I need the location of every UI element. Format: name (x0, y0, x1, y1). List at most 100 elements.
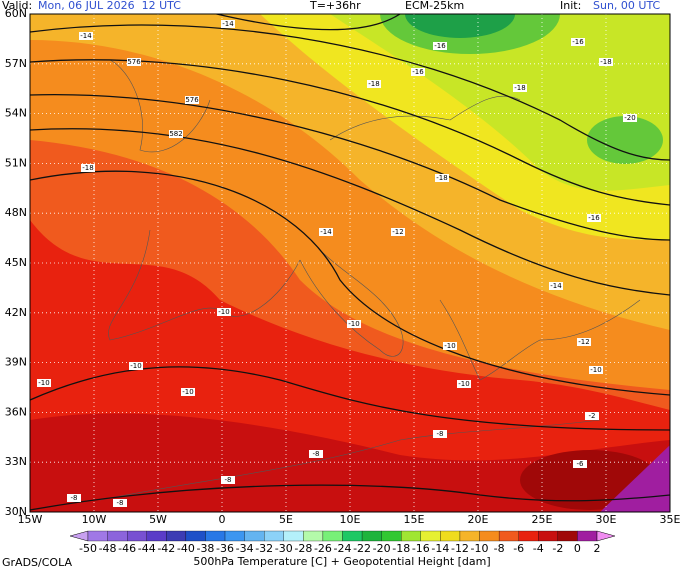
colorbar-label: -26 (314, 542, 332, 555)
lat-label: 54N (5, 107, 27, 120)
lat-label: 60N (5, 7, 27, 20)
lat-label: 42N (5, 306, 27, 319)
contour-label: -10 (590, 366, 601, 374)
contour-label: -10 (38, 379, 49, 387)
contour-label: 576 (185, 96, 199, 104)
contour-label: -14 (222, 20, 234, 28)
contour-label-bg (433, 42, 447, 50)
contour-label-bg (589, 366, 603, 374)
colorbar-label: -12 (451, 542, 469, 555)
contour-label: -16 (412, 68, 424, 76)
contour-label-bg (319, 228, 333, 236)
contour-label-bg (113, 499, 127, 507)
height-contours (30, 14, 670, 511)
contour-label: -12 (578, 338, 589, 346)
colorbar-swatch (283, 530, 304, 542)
lon-label: 5W (149, 513, 167, 526)
colorbar-label: -32 (255, 542, 273, 555)
contour-label: -8 (71, 494, 78, 502)
colorbar-swatch (538, 530, 558, 542)
contour-label-bg (587, 214, 601, 222)
lat-label: 33N (5, 455, 27, 468)
colorbar-label: -8 (494, 542, 505, 555)
contour-label-bg (347, 320, 361, 328)
contour-label-bg (599, 58, 613, 66)
contour-label: -6 (577, 460, 585, 468)
contour-label: -8 (437, 430, 444, 438)
colorbar-swatch (303, 530, 324, 542)
contour-label-bg (457, 380, 471, 388)
colorbar-label: 2 (594, 542, 601, 555)
colorbar-swatch (87, 530, 108, 542)
colorbar-label: -22 (353, 542, 371, 555)
lon-label: 10W (82, 513, 107, 526)
footer-credit: GrADS/COLA (2, 556, 72, 569)
contour-label: -10 (444, 342, 455, 350)
header-valid-time: Mon, 06 JUL 2026 12 UTC (38, 0, 181, 12)
contour-label: -18 (514, 84, 525, 92)
colorbar-swatch (498, 530, 519, 542)
colorbar-label: -42 (157, 542, 175, 555)
contour-label-bg (435, 174, 449, 182)
colorbar-swatch (381, 530, 402, 542)
contour-label: -8 (313, 450, 320, 458)
lon-label: 20E (468, 513, 489, 526)
contour-label-bg (411, 68, 425, 76)
contour-label: -2 (589, 412, 596, 420)
colorbar-label: -30 (275, 542, 293, 555)
lat-label: 36N (5, 405, 27, 418)
contour-label: -8 (117, 499, 124, 507)
contour-label-bg (585, 412, 599, 420)
lon-label: 0 (219, 513, 226, 526)
coastlines (99, 59, 641, 501)
contour-label-bg (169, 130, 183, 138)
lat-label: 51N (5, 156, 27, 169)
colorbar-label: -4 (533, 542, 544, 555)
contour-label-bg (37, 379, 51, 387)
lat-label: 48N (5, 206, 27, 219)
map-frame (29, 13, 671, 513)
colorbar-label: -24 (334, 542, 352, 555)
footer-title: 500hPa Temperature [C] + Geopotential He… (193, 555, 490, 568)
contour-label: -16 (588, 214, 600, 222)
colorbar-label: -44 (138, 542, 156, 555)
contour-label-bg (623, 114, 637, 122)
colorbar-swatch (185, 530, 206, 542)
contour-label-bg (309, 450, 323, 458)
graticule (30, 14, 670, 512)
contour-label-bg (79, 32, 93, 40)
contour-label-bg (81, 164, 95, 172)
colorbar-label: -2 (552, 542, 563, 555)
contour-label-bg (577, 338, 591, 346)
contour-label: -8 (225, 476, 232, 484)
lat-label: 39N (5, 356, 27, 369)
contour-label-bg (433, 430, 447, 438)
contour-label-bg (181, 388, 195, 396)
colorbar-label: -28 (294, 542, 312, 555)
colorbar-label: -14 (431, 542, 449, 555)
colorbar-swatch (322, 530, 343, 542)
contour-label-bg (221, 476, 235, 484)
colorbar-end (596, 530, 616, 542)
colorbar-swatch (440, 530, 461, 542)
colorbar-swatch (577, 530, 598, 542)
colorbar-label: -46 (118, 542, 136, 555)
contour-label: -10 (348, 320, 359, 328)
contour-label-bg (67, 494, 81, 502)
contour-label-bg (571, 38, 585, 46)
lon-label: 35E (660, 513, 681, 526)
colorbar-label: -10 (471, 542, 489, 555)
contour-label: -18 (82, 164, 93, 172)
contour-label: -16 (572, 38, 584, 46)
colorbar-label: -18 (392, 542, 410, 555)
colorbar-swatch (479, 530, 500, 542)
contour-label: -10 (458, 380, 469, 388)
contour-label: -14 (550, 282, 562, 290)
temperature-field (30, 14, 670, 512)
colorbar-swatch (205, 530, 226, 542)
contour-label-bg (443, 342, 457, 350)
colorbar-label: -16 (412, 542, 430, 555)
contour-label: -12 (392, 228, 403, 236)
colorbar-swatch (264, 530, 284, 542)
